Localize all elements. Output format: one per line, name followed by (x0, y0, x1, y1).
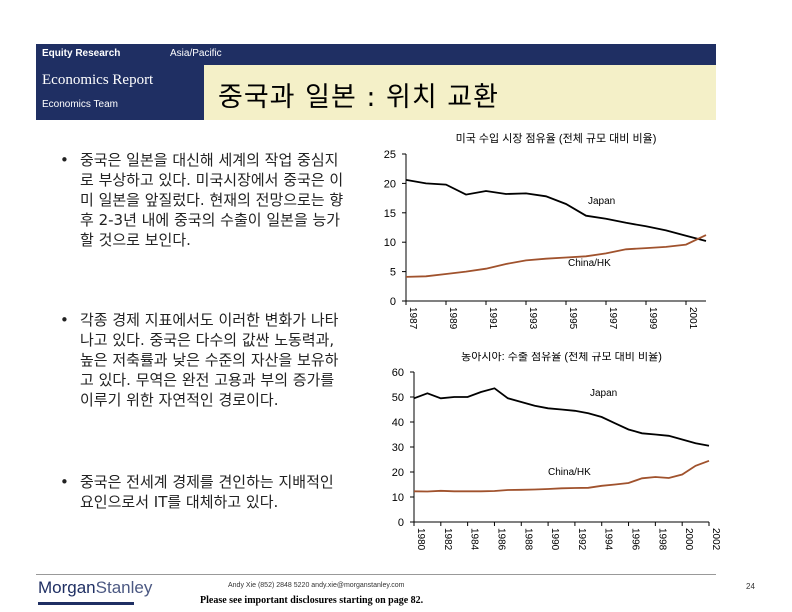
x-tick-label: 1993 (527, 307, 538, 330)
y-tick-label: 20 (384, 178, 396, 190)
y-tick-label: 20 (392, 467, 404, 479)
x-tick-label: 1987 (407, 307, 418, 330)
x-tick-label: 1980 (415, 528, 426, 551)
report-label: Economics Report (42, 72, 154, 88)
x-tick-label: 1999 (647, 307, 658, 330)
disclosure-notice: Please see important disclosures startin… (200, 595, 424, 606)
x-tick-label: 2000 (683, 528, 694, 551)
logo-text-stanley: Stanley (95, 578, 153, 597)
y-tick-label: 0 (398, 517, 404, 529)
series-label: Japan (588, 196, 615, 207)
y-tick-label: 10 (384, 237, 396, 249)
footer-divider (36, 574, 716, 575)
chart-title: 미국 수입 시장 점유율 (전체 규모 대비 비율) (456, 132, 657, 145)
dept-label: Equity Research (42, 48, 121, 59)
logo-underline (38, 602, 134, 605)
x-tick-label: 2002 (710, 528, 720, 551)
morgan-stanley-logo: MorganStanley (38, 578, 153, 605)
page-title: 중국과 일본 : 위치 교환 (218, 82, 499, 113)
y-tick-label: 5 (390, 267, 396, 279)
team-label: Economics Team (42, 99, 118, 110)
x-tick-label: 1989 (447, 307, 458, 330)
bullet-dot: • (60, 311, 69, 329)
us-import-share-chart: 미국 수입 시장 점유율 (전체 규모 대비 비율) 0 5 10 15 20 25 1987… (384, 132, 707, 330)
x-tick-label: 1996 (630, 528, 641, 551)
region-label: Asia/Pacific (170, 48, 222, 59)
x-tick-label: 1992 (576, 528, 587, 551)
series-line-china-hk (405, 234, 707, 278)
bullet-text-2: 각종 경제 지표에서도 이러한 변화가 나타나고 있다. 중국은 다수의 값싼 … (80, 311, 339, 409)
analyst-contact: Andy Xie (852) 2848 5220 andy.xie@morgan… (228, 582, 405, 589)
series-line-japan (413, 387, 710, 447)
x-tick-label: 1995 (567, 307, 578, 330)
header-bar: Equity Research Asia/Pacific (36, 44, 716, 65)
logo-text-morgan: Morgan (38, 578, 96, 597)
bullet-text-1: 중국은 일본을 대신해 세계의 작업 중심지로 부상하고 있다. 미국시장에서 … (80, 151, 344, 249)
report-box: Economics Report Economics Team (36, 65, 204, 120)
chart-title: 동아시아: 수출 점유율 (전체 규모 대비 비율) (461, 352, 662, 363)
x-tick-label: 1997 (607, 307, 618, 330)
y-tick-label: 50 (392, 392, 404, 404)
y-tick-label: 60 (392, 367, 404, 379)
x-tick-label: 1984 (469, 528, 480, 551)
y-tick-label: 15 (384, 208, 396, 220)
series-line-china-hk (413, 459, 710, 493)
page-number: 24 (746, 582, 755, 591)
x-tick-label: 1988 (522, 528, 533, 551)
bullet-text-3: 중국은 전세계 경제를 견인하는 지배적인 요인으로서 IT를 대체하고 있다. (80, 473, 334, 511)
x-tick-label: 1994 (603, 528, 614, 551)
y-tick-label: 30 (392, 442, 404, 454)
series-label: China/HK (568, 258, 611, 269)
bullet-dot: • (60, 473, 69, 491)
series-label: China/HK (548, 467, 591, 478)
x-tick-label: 2001 (687, 307, 698, 330)
y-tick-label: 10 (392, 492, 404, 504)
series-label: Japan (590, 388, 617, 399)
x-tick-label: 1990 (549, 528, 560, 551)
series-line-japan (405, 179, 707, 242)
y-tick-label: 0 (390, 296, 396, 308)
x-tick-label: 1998 (656, 528, 667, 551)
x-tick-label: 1982 (442, 528, 453, 551)
title-box: 중국과 일본 : 위치 교환 (204, 65, 716, 120)
y-tick-label: 25 (384, 149, 396, 161)
bullet-dot: • (60, 151, 69, 169)
x-tick-label: 1986 (495, 528, 506, 551)
x-tick-label: 1991 (487, 307, 498, 330)
east-asia-export-share-chart: 동아시아: 수출 점유율 (전체 규모 대비 비율) 0 10 20 30 40 50 60 1… (392, 352, 720, 551)
y-tick-label: 40 (392, 417, 404, 429)
